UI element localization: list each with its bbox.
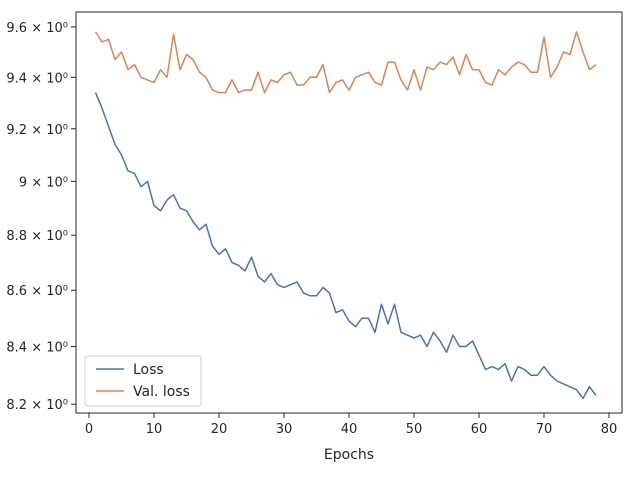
x-axis: 0 10 20 30 40 50 60 70 80 [85, 413, 617, 437]
x-tick-label: 50 [406, 422, 423, 437]
x-tick-label: 30 [276, 422, 293, 437]
y-tick-label: 8.6 × 10⁰ [6, 284, 68, 299]
x-tick-label: 40 [341, 422, 358, 437]
x-tick-label: 70 [536, 422, 553, 437]
legend-label-loss: Loss [133, 362, 164, 378]
y-tick-label: 8.4 × 10⁰ [6, 341, 68, 356]
x-tick-label: 0 [85, 422, 93, 437]
x-tick-label: 10 [146, 422, 163, 437]
y-axis: 8.2 × 10⁰ 8.4 × 10⁰ 8.6 × 10⁰ 8.8 × 10⁰ 9 × … [6, 21, 76, 413]
y-tick-label: 9.6 × 10⁰ [6, 21, 68, 36]
y-tick-label: 8.2 × 10⁰ [6, 398, 68, 413]
y-tick-label: 8.8 × 10⁰ [6, 229, 68, 244]
y-tick-label: 9.2 × 10⁰ [6, 123, 68, 138]
x-axis-label: Epochs [324, 447, 374, 463]
y-tick-label: 9 × 10⁰ [19, 175, 68, 190]
series-line-val-loss [94, 31, 597, 94]
legend: Loss Val. loss [84, 355, 202, 407]
y-tick-label: 9.4 × 10⁰ [6, 71, 68, 86]
legend-label-val-loss: Val. loss [133, 384, 190, 400]
series-line-loss [94, 92, 597, 400]
x-tick-label: 80 [601, 422, 618, 437]
series-layer [94, 31, 597, 400]
x-tick-label: 60 [471, 422, 488, 437]
x-tick-label: 20 [211, 422, 228, 437]
